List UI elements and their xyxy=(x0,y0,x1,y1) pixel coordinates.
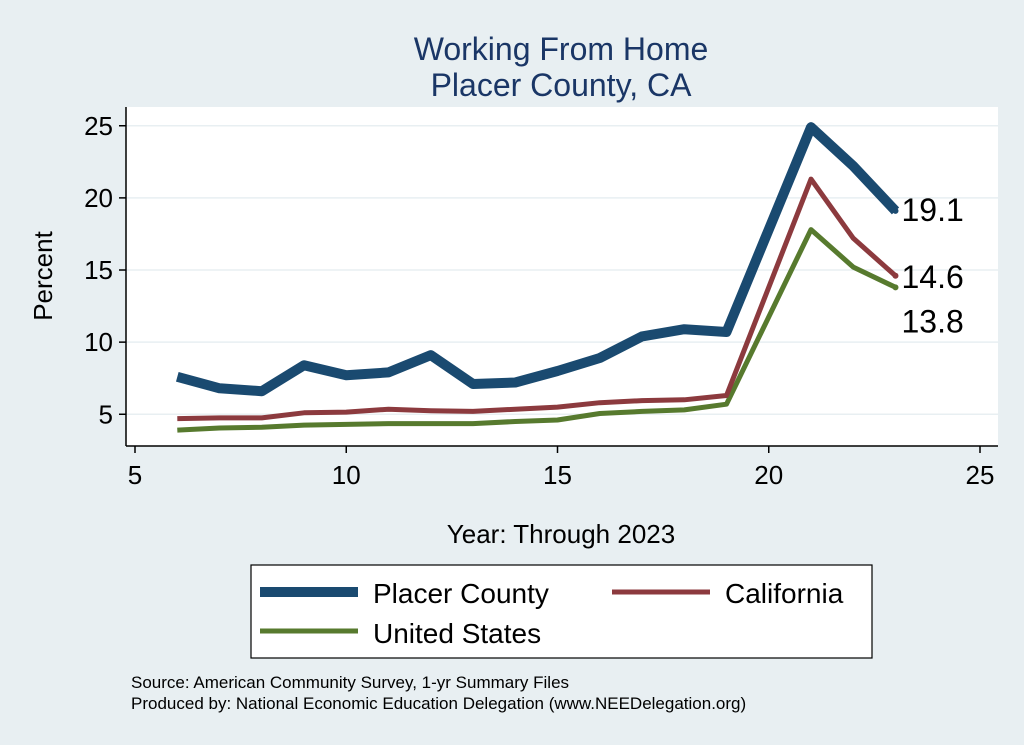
x-tick-label-10: 10 xyxy=(332,460,361,490)
x-axis-ticks: 5 10 15 20 25 xyxy=(128,446,995,490)
end-labels: 19.1 14.6 13.8 xyxy=(902,192,964,339)
end-marker-placer-county xyxy=(892,207,899,214)
y-tick-label-10: 10 xyxy=(84,327,113,357)
y-axis-label: Percent xyxy=(28,230,58,320)
chart-title-line-2: Placer County, CA xyxy=(431,67,693,103)
end-marker-california xyxy=(892,272,899,279)
x-tick-label-5: 5 xyxy=(128,460,142,490)
y-tick-label-15: 15 xyxy=(84,255,113,285)
x-tick-label-20: 20 xyxy=(754,460,783,490)
end-label-california: 14.6 xyxy=(902,259,964,295)
series-line-placer-county xyxy=(175,122,900,397)
y-tick-label-5: 5 xyxy=(99,399,113,429)
producer-note: Produced by: National Economic Education… xyxy=(131,694,746,713)
x-tick-label-25: 25 xyxy=(966,460,995,490)
series-line-united-states xyxy=(177,227,897,433)
series-lines xyxy=(175,122,900,433)
legend-label-placer-county: Placer County xyxy=(373,578,549,609)
legend-label-california: California xyxy=(725,578,844,609)
y-tick-label-20: 20 xyxy=(84,183,113,213)
y-axis-ticks: 5 10 15 20 25 xyxy=(84,111,126,429)
legend-label-united-states: United States xyxy=(373,618,541,649)
end-label-placer-county: 19.1 xyxy=(902,192,964,228)
end-marker-united-states xyxy=(892,284,899,291)
x-tick-label-15: 15 xyxy=(543,460,572,490)
x-axis-label: Year: Through 2023 xyxy=(447,519,675,549)
chart-title-line-1: Working From Home xyxy=(414,31,709,67)
series-line-california xyxy=(177,176,898,422)
source-note: Source: American Community Survey, 1-yr … xyxy=(131,673,569,692)
y-tick-label-25: 25 xyxy=(84,111,113,141)
legend-box xyxy=(250,564,873,659)
end-label-united-states: 13.8 xyxy=(902,303,964,339)
